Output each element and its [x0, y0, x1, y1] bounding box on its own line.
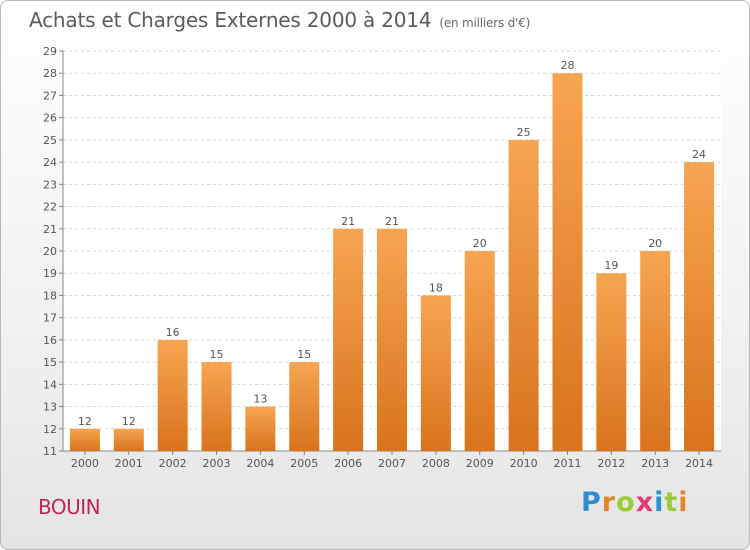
data-label: 15: [297, 348, 311, 361]
data-label: 20: [473, 237, 487, 250]
data-label: 28: [560, 59, 574, 72]
y-tick-label: 16: [43, 334, 57, 347]
x-tick-label: 2005: [290, 457, 318, 470]
y-tick-label: 28: [43, 67, 57, 80]
bar: [245, 406, 276, 451]
data-label: 13: [253, 393, 267, 406]
bar: [113, 428, 144, 451]
y-tick-label: 12: [43, 423, 57, 436]
bar: [157, 339, 188, 451]
y-tick-label: 25: [43, 134, 57, 147]
y-tick-label: 22: [43, 201, 57, 214]
y-tick-label: 24: [43, 156, 57, 169]
y-tick-label: 19: [43, 267, 57, 280]
bar: [684, 162, 715, 451]
y-tick-label: 23: [43, 178, 57, 191]
bar: [69, 428, 100, 451]
y-tick-label: 17: [43, 312, 57, 325]
bar: [201, 362, 232, 451]
logo-letter: i: [654, 487, 665, 518]
data-label: 24: [692, 148, 706, 161]
proxiti-logo: Proxiti: [581, 487, 689, 518]
x-tick-label: 2014: [685, 457, 713, 470]
logo-letter: P: [581, 487, 602, 518]
x-tick-label: 2012: [597, 457, 625, 470]
logo-letter: o: [616, 487, 636, 518]
bar: [464, 251, 495, 451]
data-label: 15: [210, 348, 224, 361]
bar: [289, 362, 320, 451]
y-tick-label: 20: [43, 245, 57, 258]
data-label: 19: [604, 259, 618, 272]
y-tick-label: 11: [43, 445, 57, 458]
logo-letter: r: [601, 487, 617, 518]
data-label: 21: [341, 215, 355, 228]
bar: [596, 273, 627, 451]
data-label: 12: [78, 415, 92, 428]
x-tick-label: 2011: [553, 457, 581, 470]
chart-subtitle: (en milliers d'€): [439, 16, 531, 30]
y-tick-label: 15: [43, 356, 57, 369]
bar: [640, 251, 671, 451]
bar: [377, 228, 407, 451]
bar: [333, 228, 364, 451]
data-label: 25: [517, 126, 531, 139]
x-tick-label: 2000: [71, 457, 99, 470]
x-tick-label: 2003: [203, 457, 231, 470]
data-label: 21: [385, 215, 399, 228]
data-label: 20: [648, 237, 662, 250]
logo-letter: t: [664, 487, 679, 518]
data-label: 12: [122, 415, 136, 428]
x-tick-label: 2008: [422, 457, 450, 470]
y-tick-label: 29: [43, 45, 57, 58]
y-tick-label: 14: [43, 378, 57, 391]
title-text: Achats et Charges Externes 2000 à 2014: [29, 8, 432, 32]
y-tick-label: 21: [43, 223, 57, 236]
y-tick-label: 26: [43, 112, 57, 125]
commune-name: BOUIN: [38, 495, 101, 519]
x-tick-label: 2009: [466, 457, 494, 470]
bar: [420, 295, 451, 451]
chart-title: Achats et Charges Externes 2000 à 2014 (e…: [29, 8, 530, 32]
x-tick-label: 2004: [246, 457, 274, 470]
x-tick-label: 2006: [334, 457, 362, 470]
y-tick-label: 27: [43, 89, 57, 102]
y-tick-label: 18: [43, 289, 57, 302]
x-tick-label: 2001: [115, 457, 143, 470]
x-tick-label: 2013: [641, 457, 669, 470]
data-label: 16: [166, 326, 180, 339]
data-label: 18: [429, 281, 443, 294]
y-tick-label: 13: [43, 401, 57, 414]
x-tick-label: 2007: [378, 457, 406, 470]
logo-letter: x: [635, 487, 655, 518]
logo-letter: i: [678, 487, 689, 518]
x-tick-label: 2002: [159, 457, 187, 470]
bar: [552, 73, 583, 451]
x-tick-label: 2010: [510, 457, 538, 470]
bar: [508, 139, 539, 451]
